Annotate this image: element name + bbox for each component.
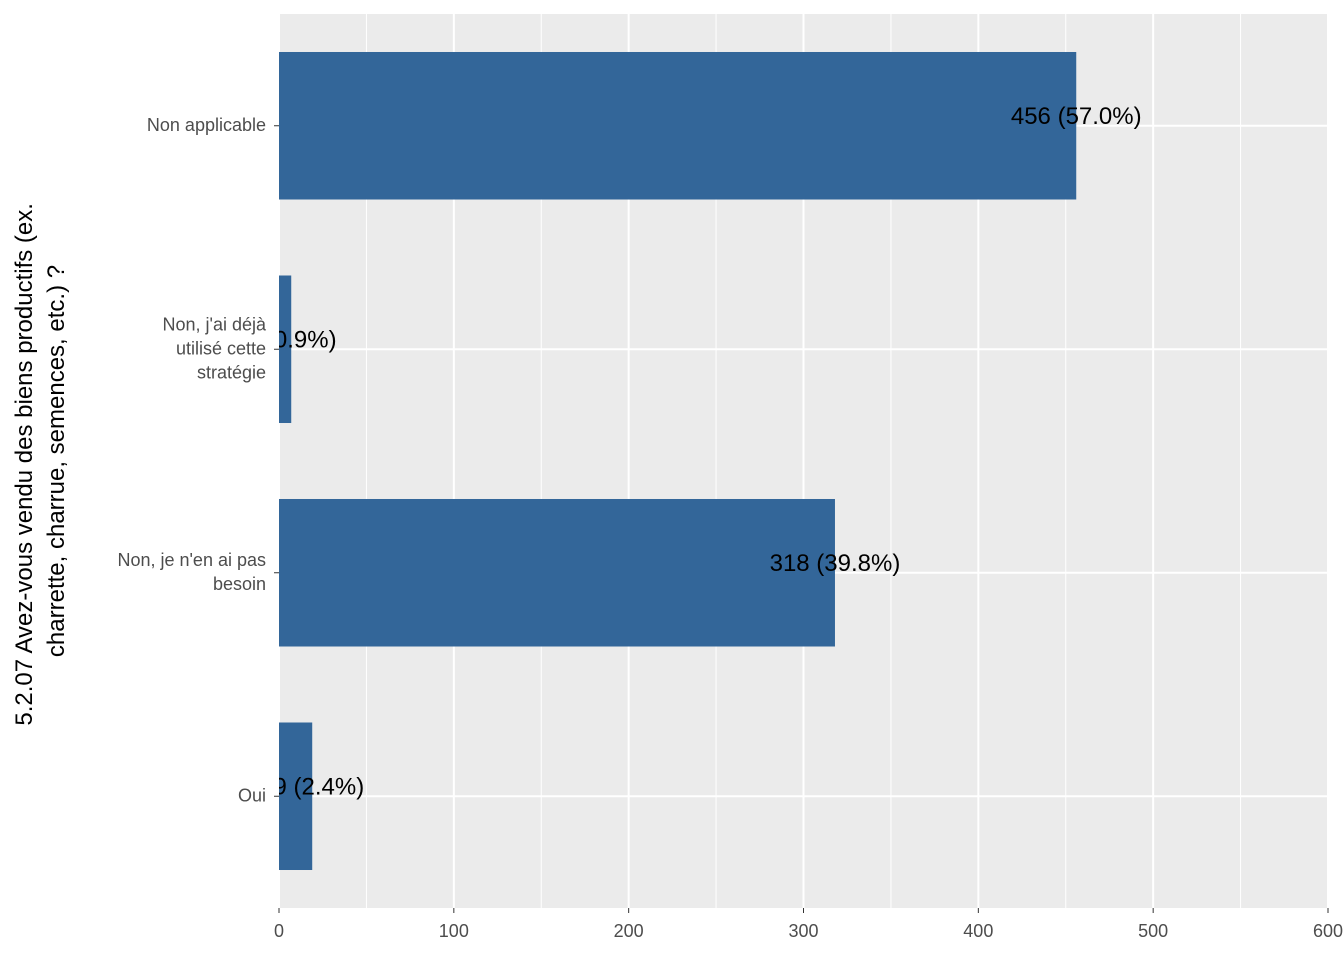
y-tick-label: Non applicable [147, 115, 266, 135]
bar [279, 722, 313, 871]
x-tick-label: 400 [963, 921, 993, 941]
y-axis-title-line: 5.2.07 Avez-vous vendu des biens product… [11, 203, 38, 726]
y-tick-label: Oui [238, 785, 266, 805]
x-tick-label: 500 [1138, 921, 1168, 941]
x-tick-label: 200 [614, 921, 644, 941]
y-axis-title: 5.2.07 Avez-vous vendu des biens product… [11, 196, 70, 725]
y-tick-label: Non, j'ai déjà utilisé cette stratégie [163, 314, 267, 382]
y-axis-title-line: charrette, charrue, semences, etc.) ? [43, 265, 70, 657]
x-tick-label: 0 [274, 921, 284, 941]
bar [279, 498, 835, 647]
x-tick-label: 100 [439, 921, 469, 941]
value-label: 7 (0.9%) [246, 327, 337, 354]
value-label: 456 (57.0%) [1011, 103, 1142, 130]
value-label: 19 (2.4%) [260, 774, 364, 801]
y-tick-label: Non, je n'en ai pas besoin [117, 550, 266, 594]
bar [279, 51, 1077, 200]
x-tick-label: 300 [788, 921, 818, 941]
bar [279, 275, 292, 424]
x-tick-label: 600 [1313, 921, 1343, 941]
value-label: 318 (39.8%) [770, 550, 901, 577]
plot-area: 456 (57.0%) 7 (0.9%) 318 (39.8%) 19 (2.4%) [246, 51, 1142, 871]
